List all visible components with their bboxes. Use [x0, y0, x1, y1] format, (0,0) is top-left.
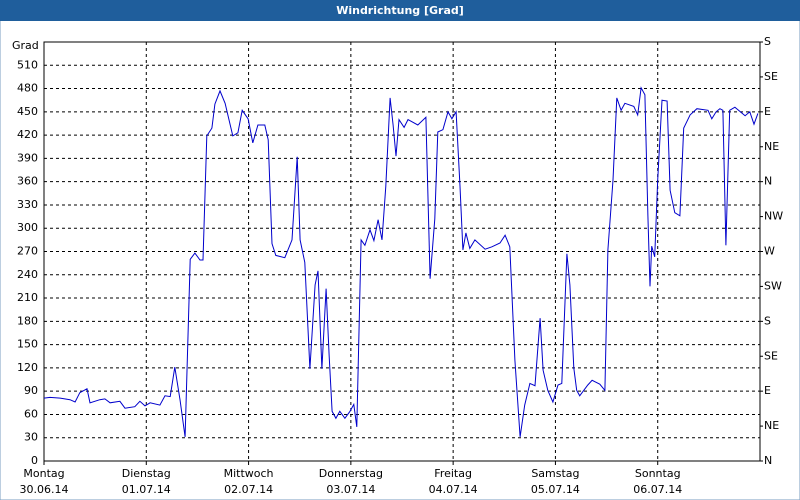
y-tick-label: 120 [17, 361, 38, 374]
y-tick-label: 390 [17, 151, 38, 164]
y2-tick-label: SW [764, 279, 782, 292]
y-tick-label: 300 [17, 221, 38, 234]
y2-tick-label: NE [764, 419, 779, 432]
y-tick-label: 210 [17, 291, 38, 304]
chart-title: Windrichtung [Grad] [336, 4, 464, 17]
y-tick-label: 330 [17, 198, 38, 211]
y2-tick-label: W [764, 245, 775, 258]
y-axis-label: Grad [12, 39, 39, 52]
y-tick-label: 270 [17, 245, 38, 258]
x-tick-date: 06.07.14 [633, 483, 682, 496]
y-tick-label: 0 [31, 454, 38, 467]
x-tick-label: Samstag [531, 467, 579, 480]
y2-tick-label: N [764, 175, 772, 188]
y2-tick-label: NW [764, 210, 783, 223]
y-tick-label: 450 [17, 105, 38, 118]
title-bar [0, 0, 800, 21]
y-tick-label: 510 [17, 58, 38, 71]
y2-tick-label: SE [764, 70, 778, 83]
x-tick-date: 02.07.14 [224, 483, 273, 496]
x-tick-label: Montag [23, 467, 64, 480]
x-tick-date: 05.07.14 [531, 483, 580, 496]
y-tick-label: 30 [24, 431, 38, 444]
x-tick-date: 03.07.14 [326, 483, 375, 496]
y-tick-label: 420 [17, 128, 38, 141]
x-tick-label: Freitag [434, 467, 472, 480]
x-tick-date: 01.07.14 [122, 483, 171, 496]
x-tick-label: Donnerstag [319, 467, 383, 480]
y2-tick-label: E [764, 105, 771, 118]
x-tick-date: 04.07.14 [429, 483, 478, 496]
y-tick-label: 90 [24, 384, 38, 397]
y-tick-label: 150 [17, 338, 38, 351]
data-line [43, 86, 759, 437]
plot-frame [43, 41, 761, 462]
y-tick-label: 240 [17, 268, 38, 281]
y-tick-label: 360 [17, 175, 38, 188]
y-tick-label: 480 [17, 82, 38, 95]
y2-tick-label: S [764, 314, 771, 327]
x-tick-label: Dienstag [122, 467, 171, 480]
y2-tick-label: S [764, 35, 771, 48]
y2-tick-label: N [764, 454, 772, 467]
y2-tick-label: E [764, 384, 771, 397]
y-tick-label: 180 [17, 314, 38, 327]
x-tick-label: Sonntag [635, 467, 681, 480]
y-tick-label: 60 [24, 407, 38, 420]
x-tick-label: Mittwoch [224, 467, 274, 480]
y2-tick-label: NE [764, 140, 779, 153]
y2-tick-label: SE [764, 349, 778, 362]
x-tick-date: 30.06.14 [20, 483, 69, 496]
